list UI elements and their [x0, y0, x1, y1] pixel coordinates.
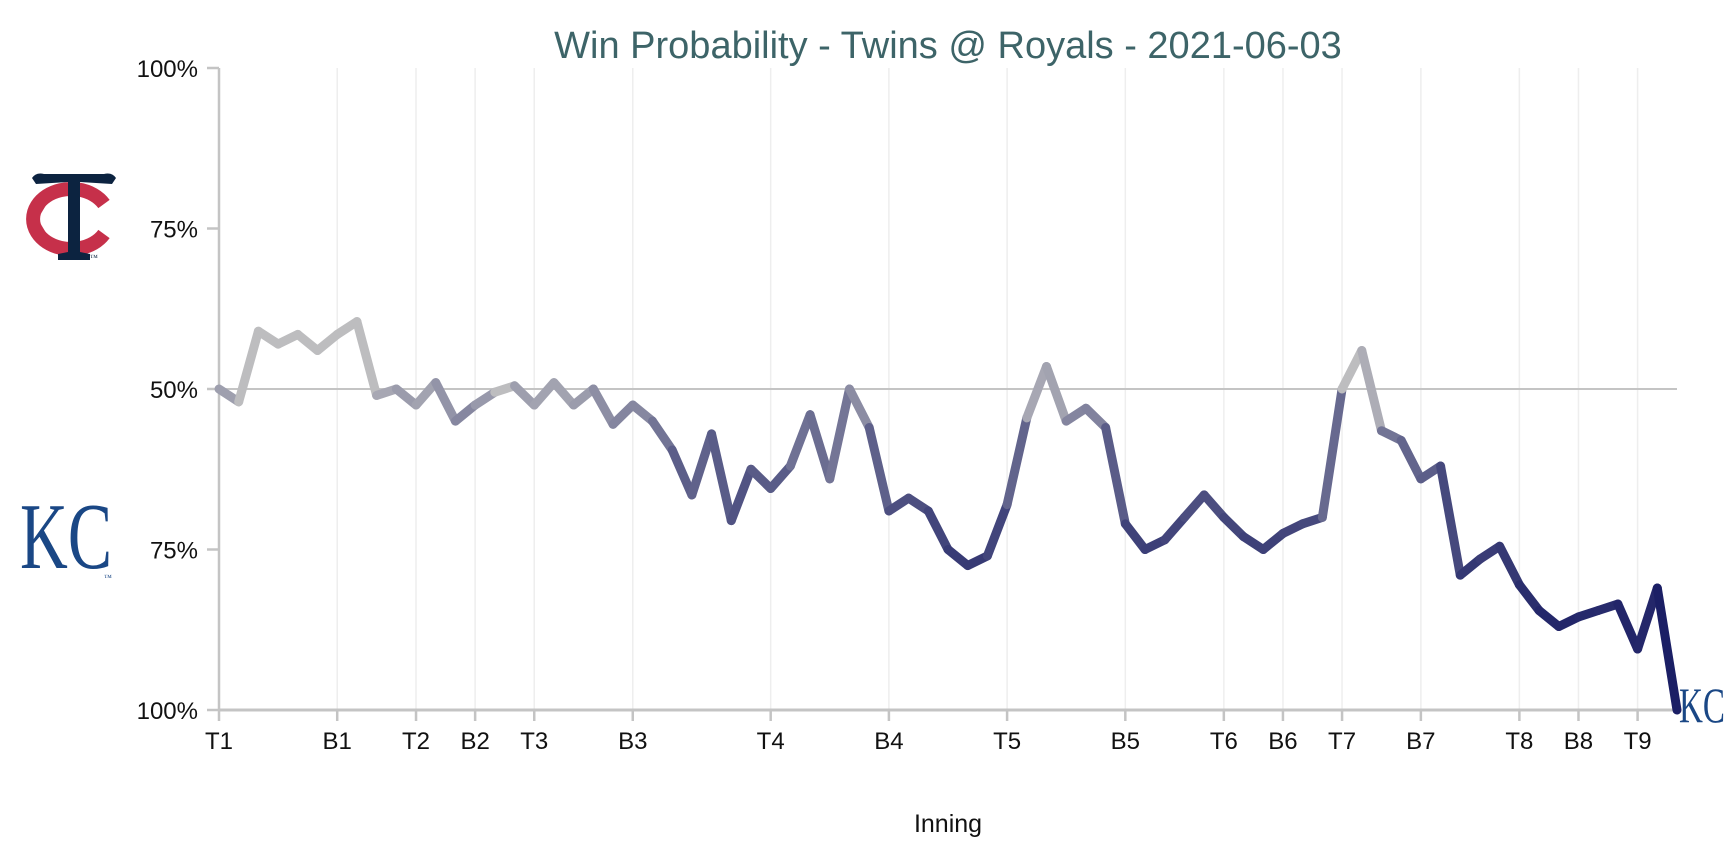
- line-segment: [352, 317, 382, 400]
- line-segment: [1219, 512, 1249, 542]
- line-segment: [1179, 490, 1209, 522]
- y-tick-label: 50%: [150, 377, 198, 404]
- svg-text:™: ™: [104, 573, 112, 582]
- line-segment: [1436, 461, 1465, 580]
- x-tick-label: T3: [520, 728, 548, 755]
- x-tick-label: B2: [460, 728, 489, 755]
- svg-text:KC: KC: [1679, 677, 1725, 733]
- line-segment: [1357, 345, 1386, 436]
- line-segment: [923, 506, 953, 554]
- x-tick-label: B3: [618, 728, 647, 755]
- line-segment: [1199, 490, 1229, 522]
- royals-logo: KC ™: [20, 485, 112, 589]
- line-segment: [411, 378, 441, 410]
- line-segment: [588, 384, 618, 429]
- line-segment: [1081, 403, 1111, 433]
- line-segment: [234, 326, 263, 407]
- line-segment: [529, 378, 559, 410]
- x-tick-label: B1: [323, 728, 352, 755]
- line-segment: [1613, 599, 1643, 654]
- line-segment: [647, 416, 677, 455]
- win-probability-line: [214, 317, 1682, 715]
- x-axis-title: Inning: [914, 810, 982, 838]
- x-tick-label: B5: [1111, 728, 1140, 755]
- line-segment: [1002, 413, 1032, 510]
- y-tick-label: 100%: [137, 56, 198, 83]
- royals-end-logo: KC: [1679, 677, 1725, 733]
- line-segment: [1022, 362, 1052, 423]
- line-segment: [766, 461, 795, 494]
- line-segment: [1652, 583, 1682, 715]
- line-segment: [1317, 384, 1347, 522]
- line-segment: [1514, 580, 1544, 615]
- line-segment: [1101, 423, 1130, 529]
- line-segment: [687, 429, 717, 500]
- line-segment: [707, 429, 736, 526]
- line-segment: [1633, 583, 1662, 654]
- x-tick-label: B6: [1268, 728, 1297, 755]
- chart-title: Win Probability - Twins @ Royals - 2021-…: [554, 25, 1342, 67]
- x-tick-label: B7: [1406, 728, 1435, 755]
- line-segment: [510, 381, 539, 410]
- x-tick-label: T1: [205, 728, 233, 755]
- line-segment: [1160, 512, 1189, 545]
- x-tick-label: T9: [1624, 728, 1652, 755]
- line-segment: [549, 378, 579, 410]
- x-tick-label: T8: [1505, 728, 1533, 755]
- x-tick-label: T5: [993, 728, 1021, 755]
- line-segment: [844, 384, 874, 433]
- line-segment: [1396, 435, 1426, 484]
- line-segment: [726, 464, 756, 526]
- line-segment: [431, 378, 460, 426]
- line-segment: [1495, 541, 1524, 590]
- line-segment: [1042, 362, 1071, 426]
- axes: 100% 75% 50% 75% 100% T1 B1 T2 B2 T3 B3 T4 B4 T5 B5 T6 B…: [137, 56, 1677, 755]
- y-tick-label: 100%: [137, 698, 198, 725]
- x-tick-label: T4: [757, 728, 785, 755]
- y-tick-label: 75%: [150, 217, 198, 244]
- x-tick-label: T6: [1210, 728, 1238, 755]
- line-segment: [667, 445, 697, 500]
- x-tick-label: B4: [874, 728, 903, 755]
- line-segment: [746, 464, 776, 494]
- line-segment: [805, 410, 835, 484]
- svg-text:KC: KC: [20, 485, 112, 589]
- x-tick-label: B8: [1564, 728, 1593, 755]
- line-segment: [1120, 519, 1150, 554]
- y-tick-label: 75%: [150, 538, 198, 565]
- twins-logo: ™: [26, 173, 116, 262]
- x-tick-label: T7: [1328, 728, 1356, 755]
- line-segment: [608, 400, 638, 429]
- line-segment: [825, 384, 854, 484]
- line-segment: [785, 410, 815, 471]
- line-segment: [864, 423, 894, 516]
- line-segment: [1337, 345, 1367, 394]
- svg-text:™: ™: [90, 253, 98, 262]
- x-tick-label: T2: [402, 728, 430, 755]
- line-segment: [982, 500, 1012, 561]
